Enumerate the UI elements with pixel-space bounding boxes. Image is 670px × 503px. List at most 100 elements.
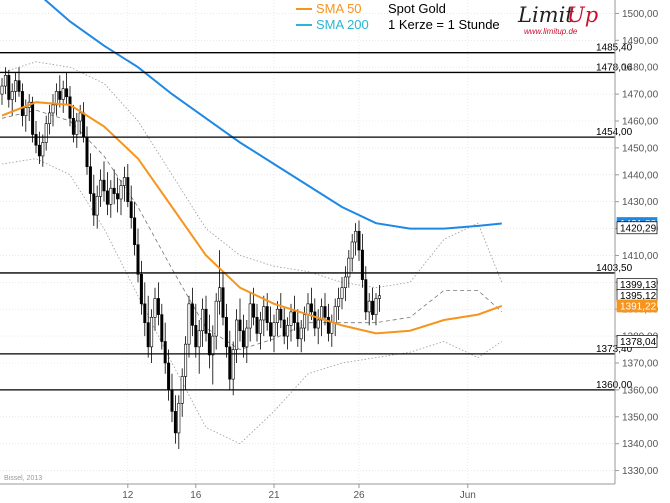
candle-body (354, 230, 358, 243)
candle-body (303, 314, 307, 329)
value-tag (616, 335, 658, 348)
candle-body (48, 112, 52, 124)
level-label: 1373,40 (596, 344, 633, 355)
candle-body (316, 319, 320, 329)
y-axis: 1330,001340,001350,001360,001370,001380,… (614, 0, 659, 484)
y-tick-label: 1350,00 (622, 412, 659, 423)
candle (340, 276, 344, 310)
candle (129, 185, 133, 229)
y-tick-label: 1480,00 (622, 63, 659, 74)
level-label: 1478,06 (596, 62, 633, 73)
value-tag-label: 1391,22 (620, 301, 657, 312)
candle-body (82, 112, 86, 138)
candle (7, 69, 11, 108)
candle-body (258, 319, 262, 334)
candle (143, 282, 147, 337)
candle-body (194, 325, 198, 348)
value-tag-label: 1399,13 (620, 280, 657, 291)
level-label: 1403,50 (596, 263, 633, 274)
candle (218, 250, 222, 315)
y-tick-label: 1450,00 (622, 143, 659, 154)
candle-body (214, 300, 218, 337)
candle-body (221, 287, 225, 318)
level-label: 1454,00 (596, 127, 633, 138)
candle (320, 298, 324, 337)
candle (139, 260, 143, 315)
candle (3, 67, 7, 95)
candle-body (241, 330, 245, 348)
candle (299, 319, 303, 353)
candle-body (153, 298, 157, 318)
candle-body (337, 298, 341, 307)
candle (371, 287, 375, 320)
candle (119, 180, 123, 216)
candle (211, 325, 215, 385)
candle (364, 266, 368, 320)
x-tick-label: 12 (122, 490, 134, 501)
candle-body (279, 308, 283, 321)
candle (292, 295, 296, 331)
candle-body (17, 80, 21, 92)
value-tag-label: 1395,12 (620, 291, 657, 302)
candle-body (95, 195, 99, 216)
y-tick-label: 1430,00 (622, 197, 659, 208)
candle-body (156, 298, 160, 315)
chart-title: Spot Gold (388, 1, 446, 16)
y-tick-label: 1440,00 (622, 170, 659, 181)
candle-body (14, 80, 18, 92)
candle-body (275, 308, 279, 323)
candle (269, 306, 273, 342)
candle-body (133, 217, 137, 245)
candle-body (207, 333, 211, 356)
candle-body (296, 322, 300, 340)
candle (347, 250, 351, 288)
candle-body (343, 276, 347, 289)
candle-body (58, 91, 62, 100)
candle-body (309, 303, 313, 313)
candle-body (272, 322, 276, 337)
candle-body (37, 144, 41, 157)
candle (282, 306, 286, 345)
y-tick-label: 1360,00 (622, 385, 659, 396)
candle-body (292, 311, 296, 323)
candle-body (173, 411, 177, 434)
candle-body (54, 91, 58, 106)
candle (78, 104, 82, 135)
candle-body (99, 179, 103, 197)
candle (184, 336, 188, 390)
candle-body (136, 244, 140, 275)
y-tick-label: 1410,00 (622, 251, 659, 262)
candle-body (10, 91, 14, 100)
candle-body (78, 112, 82, 122)
candle-body (323, 306, 327, 318)
candle (41, 134, 45, 167)
candle-body (116, 193, 120, 200)
candle-body (374, 298, 378, 315)
candle (88, 153, 92, 202)
candle (160, 303, 164, 350)
candle (109, 180, 113, 218)
candle-body (367, 300, 371, 313)
candle (286, 317, 290, 350)
candle-body (269, 322, 273, 337)
candle-body (0, 85, 4, 95)
candle (360, 233, 364, 288)
candle (248, 293, 252, 342)
candle-body (20, 91, 24, 116)
candle (377, 285, 381, 312)
candle (71, 104, 75, 143)
bollinger-upper (1, 61, 503, 289)
candle-body (204, 308, 208, 334)
candle-body (248, 303, 252, 329)
candle-body (282, 319, 286, 337)
y-tick-label: 1370,00 (622, 359, 659, 370)
candle-body (184, 343, 188, 377)
legend: SMA 50 SMA 200 Spot Gold 1 Kerze = 1 Stu… (296, 1, 500, 32)
candle (122, 166, 126, 202)
candle-body (347, 257, 351, 278)
candle (258, 311, 262, 350)
y-tick-label: 1340,00 (622, 439, 659, 450)
limitup-logo: Limit Up www.limitup.de (517, 3, 598, 36)
candle-body (170, 389, 174, 412)
